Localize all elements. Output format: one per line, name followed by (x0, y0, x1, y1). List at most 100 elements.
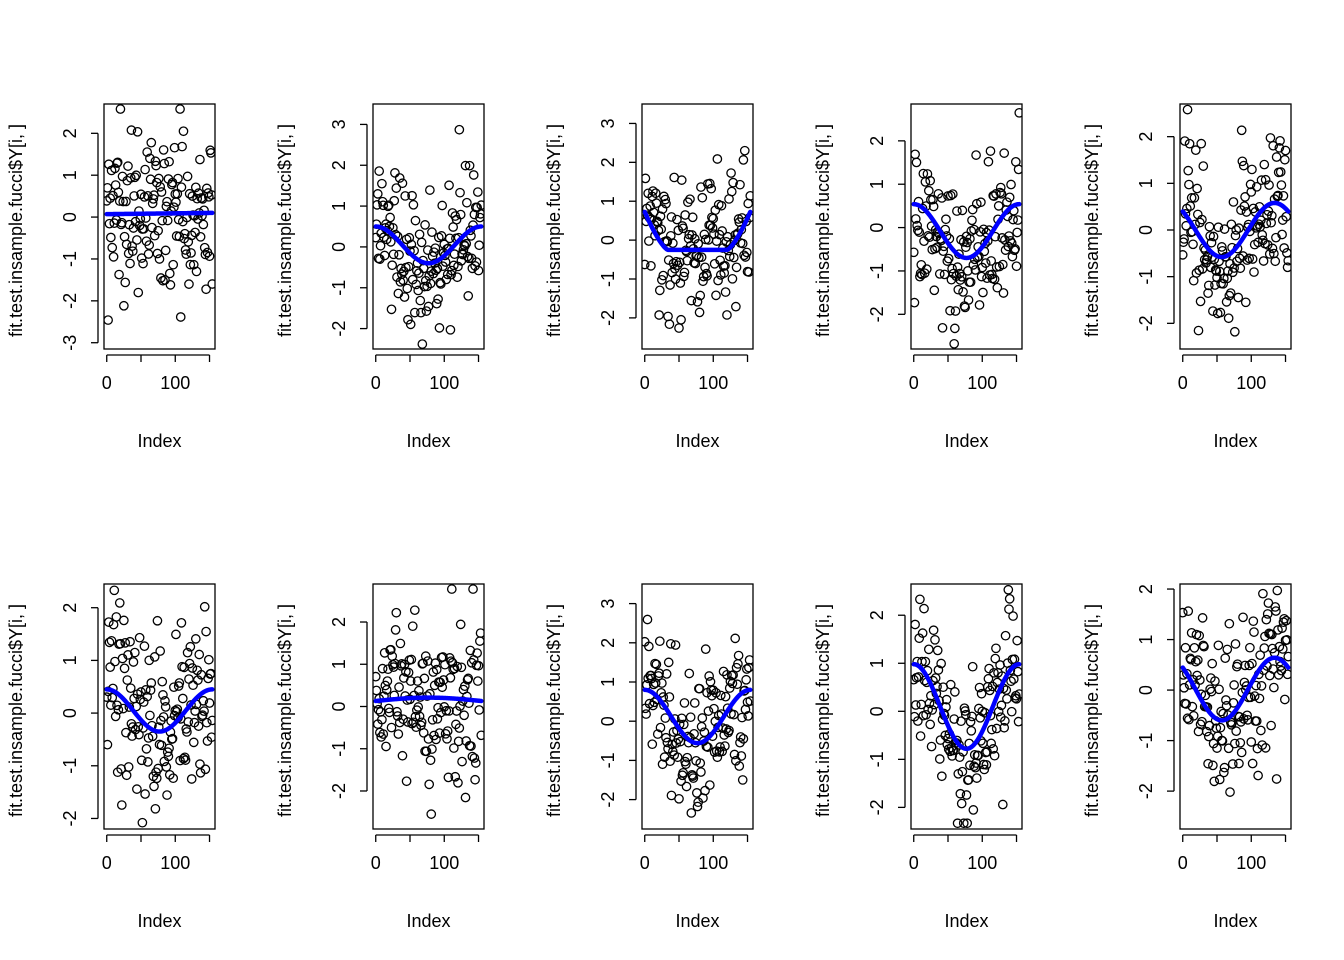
y-tick-label: 2 (867, 136, 887, 146)
data-point (1247, 658, 1257, 669)
data-point (112, 157, 123, 168)
data-point (1240, 192, 1250, 202)
data-point (1005, 665, 1016, 676)
data-point (190, 634, 201, 644)
data-point (468, 584, 478, 594)
data-point (187, 663, 198, 673)
x-axis-title: Index (944, 431, 988, 451)
data-point (1208, 760, 1218, 771)
data-point (168, 773, 179, 784)
data-point (204, 251, 215, 262)
data-point (1251, 181, 1262, 192)
data-point (110, 711, 121, 722)
data-point (152, 248, 163, 259)
data-point (1197, 214, 1207, 225)
y-tick-label: 0 (1136, 685, 1156, 695)
data-point (158, 145, 169, 155)
data-point (992, 282, 1003, 293)
data-point (415, 295, 426, 306)
data-point (971, 773, 982, 783)
data-point (141, 743, 152, 754)
data-point (968, 805, 979, 815)
data-point (989, 274, 1000, 285)
data-point (201, 284, 211, 295)
data-point (181, 249, 192, 259)
data-point (399, 292, 410, 302)
data-point (989, 750, 1000, 761)
data-point (153, 225, 163, 236)
data-point (373, 189, 383, 199)
data-point (157, 676, 168, 687)
x-tick-label: 0 (371, 853, 381, 873)
data-point (914, 633, 925, 644)
data-point (162, 790, 172, 800)
data-point (403, 314, 413, 325)
data-point (136, 755, 147, 766)
data-point (459, 241, 470, 251)
data-point (704, 178, 715, 189)
x-tick-label: 0 (909, 373, 919, 393)
data-point (185, 259, 196, 270)
data-point (195, 154, 205, 165)
data-point (741, 247, 752, 258)
data-point (1240, 660, 1250, 671)
y-tick-label: 1 (60, 655, 80, 665)
data-point (182, 171, 193, 182)
data-point (457, 756, 467, 767)
data-point (993, 201, 1004, 211)
data-point (190, 182, 201, 193)
data-point (419, 673, 430, 684)
data-point (405, 676, 416, 686)
data-point (140, 164, 150, 175)
data-point (705, 676, 716, 687)
data-point (663, 311, 673, 322)
data-point (1187, 701, 1198, 712)
data-point (1261, 614, 1272, 625)
data-point (376, 732, 387, 742)
data-point (678, 767, 688, 778)
data-point (960, 242, 971, 253)
data-point (407, 190, 417, 201)
data-point (958, 818, 969, 829)
data-point (978, 287, 988, 298)
x-tick-label: 100 (429, 853, 459, 873)
data-point (1014, 107, 1022, 118)
data-point (410, 711, 421, 722)
data-point (105, 193, 116, 204)
data-point (945, 190, 956, 201)
data-point (1195, 296, 1206, 307)
data-point (1201, 255, 1212, 265)
data-point (1227, 267, 1238, 278)
data-point (169, 142, 180, 153)
data-point (654, 285, 665, 296)
y-axis-title: fit.test.insample.fucci$Y[i, ] (1082, 604, 1102, 817)
data-point (197, 194, 208, 204)
data-point (390, 625, 401, 635)
data-point (682, 752, 693, 763)
data-point (431, 298, 442, 309)
data-point (1014, 689, 1022, 699)
data-point (996, 700, 1007, 711)
fit-line (911, 661, 1022, 752)
data-point (967, 204, 978, 215)
data-point (474, 240, 484, 251)
data-point (688, 773, 699, 783)
data-point (1184, 179, 1194, 190)
data-point (967, 215, 977, 226)
data-point (1210, 676, 1220, 686)
data-point (473, 660, 484, 671)
data-point (129, 172, 140, 183)
data-point (1214, 774, 1225, 785)
data-point (421, 306, 432, 316)
data-point (1012, 227, 1022, 238)
data-point (728, 709, 739, 720)
data-point (744, 655, 753, 665)
data-point (1277, 623, 1287, 634)
data-point (182, 647, 193, 658)
data-point (136, 253, 147, 263)
data-point (199, 706, 209, 716)
y-axis-title: fit.test.insample.fucci$Y[i, ] (544, 124, 564, 337)
data-point (160, 245, 171, 256)
y-tick-label: 2 (60, 128, 80, 138)
data-point (420, 651, 431, 661)
